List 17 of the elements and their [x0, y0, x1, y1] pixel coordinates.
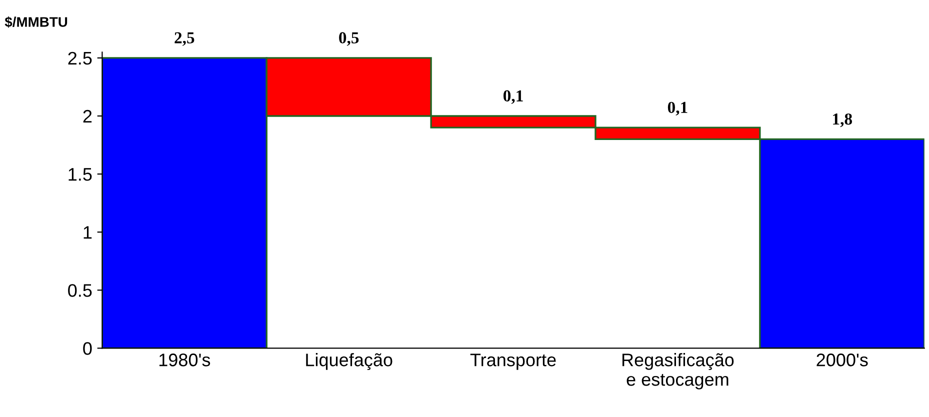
- data-label: 1,8: [833, 113, 852, 128]
- y-tick-label: 1: [84, 226, 92, 239]
- y-tick-label: 2: [83, 110, 92, 123]
- data-label: 0,1: [503, 90, 523, 104]
- data-label: 2,5: [174, 32, 194, 46]
- data-label: 0,1: [668, 102, 688, 116]
- x-tick-label: Liquefação: [306, 353, 392, 370]
- y-tick-label: 0: [83, 342, 92, 355]
- y-tick-label: 2.5: [68, 52, 92, 65]
- x-tick-label: Transporte: [470, 354, 556, 370]
- data-label: 0,5: [339, 32, 359, 46]
- y-axis-title: $/MMBTU: [4, 16, 68, 28]
- y-tick-label: 1.5: [68, 168, 92, 181]
- x-tick-label: 2000's: [816, 354, 868, 366]
- x-tick-label: 1980's: [159, 354, 210, 366]
- y-tick-label: 0.5: [68, 284, 92, 297]
- x-tick-label: Regasificação e estocagem: [622, 353, 734, 390]
